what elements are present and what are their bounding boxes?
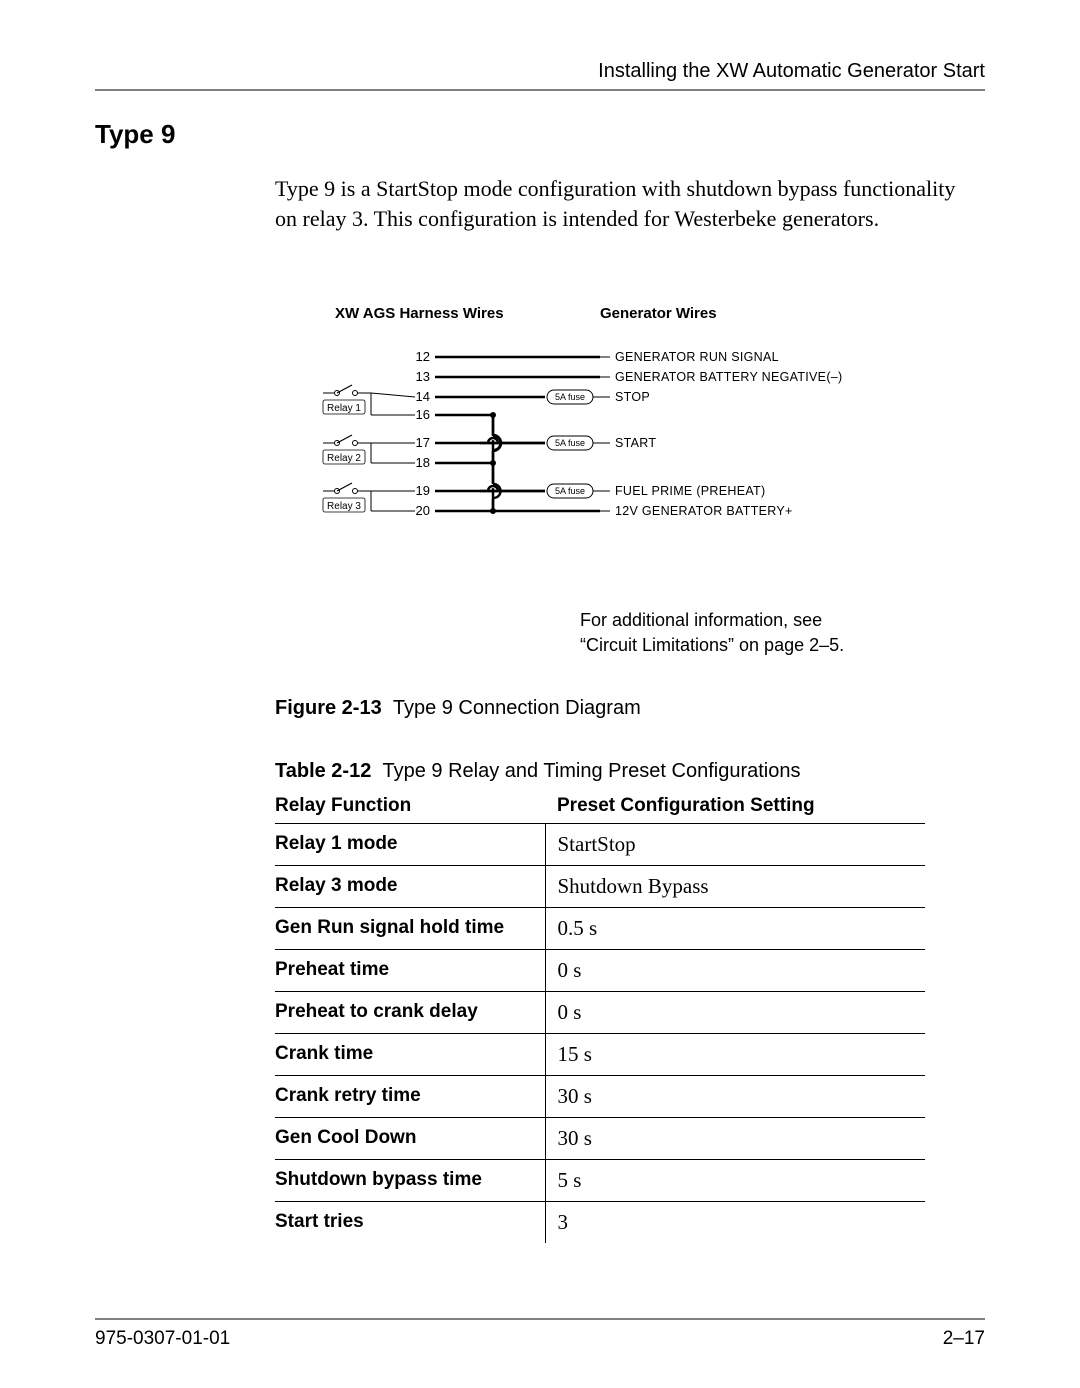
table-row: Gen Cool Down30 s: [275, 1117, 925, 1159]
svg-text:STOP: STOP: [615, 390, 650, 404]
page-footer: 975-0307-01-01 2–17: [95, 1318, 985, 1350]
cell-setting: 3: [545, 1201, 925, 1243]
cell-setting: 5 s: [545, 1159, 925, 1201]
connection-diagram: XW AGS Harness Wires Generator Wires 12 …: [275, 303, 985, 578]
svg-text:GENERATOR RUN SIGNAL: GENERATOR RUN SIGNAL: [615, 350, 779, 364]
svg-text:16: 16: [416, 407, 430, 422]
body-paragraph: Type 9 is a StartStop mode configuration…: [275, 174, 975, 233]
table-row: Crank time15 s: [275, 1033, 925, 1075]
svg-text:START: START: [615, 436, 656, 450]
table-row: Crank retry time30 s: [275, 1075, 925, 1117]
table-caption: Table 2-12 Type 9 Relay and Timing Prese…: [275, 760, 985, 783]
relay-3-symbol: Relay 3: [323, 483, 371, 512]
table-row: Preheat time0 s: [275, 949, 925, 991]
header-rule: [95, 89, 985, 91]
svg-text:12V GENERATOR BATTERY+: 12V GENERATOR BATTERY+: [615, 504, 793, 518]
table-row: Start tries3: [275, 1201, 925, 1243]
svg-text:Relay 3: Relay 3: [327, 501, 361, 512]
cell-setting: 30 s: [545, 1075, 925, 1117]
cell-setting: 15 s: [545, 1033, 925, 1075]
relay-2-symbol: Relay 2: [323, 435, 371, 464]
svg-text:14: 14: [416, 389, 430, 404]
fuse-17: 5A fuse: [547, 436, 593, 450]
svg-text:Relay 2: Relay 2: [327, 453, 361, 464]
svg-text:FUEL PRIME (PREHEAT): FUEL PRIME (PREHEAT): [615, 484, 765, 498]
cell-setting: StartStop: [545, 823, 925, 865]
table-row: Gen Run signal hold time0.5 s: [275, 907, 925, 949]
svg-text:5A fuse: 5A fuse: [555, 438, 585, 448]
col-header-1: Relay Function: [275, 787, 545, 824]
cell-function: Preheat to crank delay: [275, 991, 545, 1033]
cell-function: Relay 1 mode: [275, 823, 545, 865]
cell-function: Relay 3 mode: [275, 865, 545, 907]
svg-text:12: 12: [416, 349, 430, 364]
svg-text:17: 17: [416, 435, 430, 450]
preset-table: Relay Function Preset Configuration Sett…: [275, 787, 925, 1243]
col-header-2: Preset Configuration Setting: [545, 787, 925, 824]
section-heading: Type 9: [95, 119, 985, 150]
svg-text:19: 19: [416, 483, 430, 498]
cell-setting: Shutdown Bypass: [545, 865, 925, 907]
svg-text:18: 18: [416, 455, 430, 470]
svg-text:5A fuse: 5A fuse: [555, 392, 585, 402]
cell-setting: 0 s: [545, 991, 925, 1033]
figure-caption: Figure 2-13 Type 9 Connection Diagram: [275, 697, 985, 720]
footer-right: 2–17: [943, 1328, 985, 1350]
cell-function: Shutdown bypass time: [275, 1159, 545, 1201]
table-row: Shutdown bypass time5 s: [275, 1159, 925, 1201]
cell-function: Start tries: [275, 1201, 545, 1243]
cell-function: Gen Cool Down: [275, 1117, 545, 1159]
table-row: Preheat to crank delay0 s: [275, 991, 925, 1033]
cell-setting: 30 s: [545, 1117, 925, 1159]
table-row: Relay 3 modeShutdown Bypass: [275, 865, 925, 907]
fuse-14: 5A fuse: [547, 390, 593, 404]
diagram-left-header: XW AGS Harness Wires: [335, 305, 504, 322]
svg-text:Relay 1: Relay 1: [327, 403, 361, 414]
diagram-right-header: Generator Wires: [600, 305, 717, 322]
svg-text:GENERATOR BATTERY NEGATIVE(–): GENERATOR BATTERY NEGATIVE(–): [615, 370, 843, 384]
relay-1-symbol: Relay 1: [323, 385, 371, 414]
footer-left: 975-0307-01-01: [95, 1328, 230, 1350]
cell-function: Gen Run signal hold time: [275, 907, 545, 949]
cell-function: Crank time: [275, 1033, 545, 1075]
cell-setting: 0 s: [545, 949, 925, 991]
diagram-note: For additional information, see “Circuit…: [580, 608, 985, 657]
svg-text:5A fuse: 5A fuse: [555, 486, 585, 496]
table-row: Relay 1 modeStartStop: [275, 823, 925, 865]
cell-function: Preheat time: [275, 949, 545, 991]
cell-setting: 0.5 s: [545, 907, 925, 949]
running-head: Installing the XW Automatic Generator St…: [95, 60, 985, 83]
fuse-19: 5A fuse: [547, 484, 593, 498]
svg-text:20: 20: [416, 503, 430, 518]
svg-text:13: 13: [416, 369, 430, 384]
cell-function: Crank retry time: [275, 1075, 545, 1117]
